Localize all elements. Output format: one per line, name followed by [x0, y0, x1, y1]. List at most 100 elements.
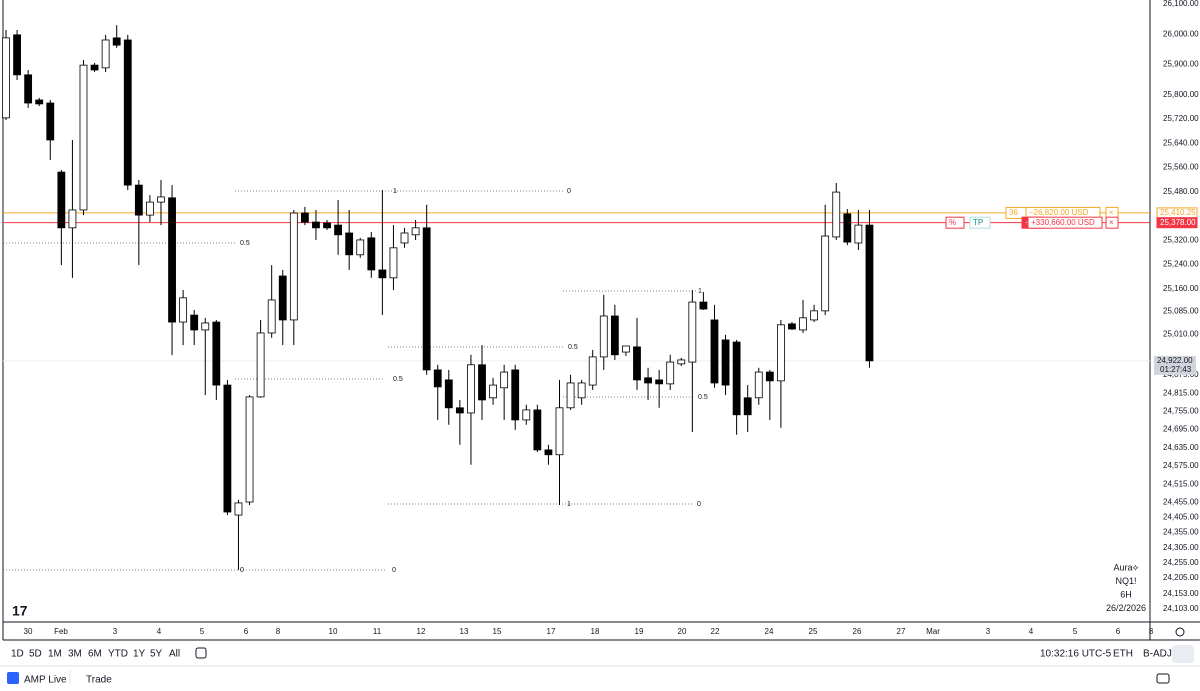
candle-body — [345, 232, 354, 256]
candle-body — [588, 356, 597, 386]
candle-body — [511, 369, 520, 421]
order-tag[interactable]: +330,660.00 USD — [1031, 218, 1095, 227]
candle-body — [688, 301, 697, 363]
candle-body — [500, 371, 509, 389]
x-tick-label: 4 — [1029, 627, 1034, 636]
range-button[interactable]: 6M — [88, 649, 102, 660]
y-tick-label: 24,515.00 — [1163, 479, 1199, 488]
y-tick-label: 24,305.00 — [1163, 543, 1199, 552]
candle-body — [799, 317, 807, 331]
last-price-label: 24,922.00 — [1157, 356, 1193, 365]
candle-body — [777, 324, 785, 382]
candle-body — [46, 102, 55, 141]
order-tag-box[interactable] — [969, 216, 991, 229]
order-tag-box[interactable] — [1027, 216, 1103, 229]
x-tick-label: 27 — [897, 627, 906, 636]
candle-body — [444, 379, 453, 409]
candle-body — [810, 310, 819, 321]
candle-body — [378, 269, 387, 279]
candle-body — [112, 37, 121, 46]
maximize-icon[interactable] — [1156, 673, 1170, 684]
candle-body — [544, 449, 553, 456]
fib-label: 0.5 — [393, 376, 403, 383]
y-tick-label: 26,100.00 — [1163, 0, 1199, 8]
settings-icon[interactable] — [1175, 627, 1185, 637]
range-button[interactable]: 1Y — [133, 649, 146, 660]
order-tag[interactable]: % — [949, 218, 956, 227]
x-tick-label: 26 — [853, 627, 862, 636]
candle-body — [522, 409, 531, 421]
candle-body — [422, 227, 431, 371]
candle-body — [201, 322, 210, 331]
range-button[interactable]: 1D — [11, 649, 24, 660]
candle-body — [212, 321, 221, 386]
logo: 17 — [12, 603, 28, 619]
candle-body — [478, 364, 486, 401]
candle-body — [655, 379, 664, 385]
x-tick-label: 17 — [547, 627, 556, 636]
x-tick-label: 30 — [24, 627, 33, 636]
candle-body — [101, 39, 110, 69]
x-tick-label: 3 — [113, 627, 118, 636]
fib-label: 0 — [567, 188, 571, 195]
y-tick-label: 24,103.00 — [1163, 604, 1199, 613]
order-tag[interactable]: 36 — [1009, 208, 1018, 217]
y-tick-label: 25,320.00 — [1163, 235, 1199, 244]
fib-label: 0.5 — [698, 394, 708, 401]
candle-body — [157, 196, 165, 203]
candle-body — [599, 315, 608, 358]
x-tick-label: 5 — [1073, 627, 1078, 636]
x-tick-label: 22 — [711, 627, 720, 636]
y-tick-label: 25,160.00 — [1163, 284, 1199, 293]
candle-body — [754, 371, 763, 399]
candle-body — [90, 64, 99, 71]
candle-body — [455, 407, 464, 414]
order-tag-box[interactable] — [945, 216, 965, 229]
y-tick-label: 24,575.00 — [1163, 461, 1199, 470]
candle-body — [832, 191, 841, 238]
candle-body — [732, 341, 741, 416]
candle-body — [721, 339, 730, 386]
order-tag[interactable]: −26,820.00 USD — [1029, 208, 1089, 217]
candle-body — [300, 212, 309, 223]
y-tick-label: 25,240.00 — [1163, 260, 1199, 269]
range-button[interactable]: 5D — [29, 649, 42, 660]
broker-name[interactable]: AMP Live — [24, 675, 67, 686]
order-tag[interactable]: × — [1109, 218, 1114, 227]
range-button[interactable]: All — [169, 649, 180, 660]
y-tick-label: 25,720.00 — [1163, 114, 1199, 123]
candle-body — [644, 377, 652, 384]
range-button[interactable]: 3M — [68, 649, 82, 660]
candle-body — [666, 361, 675, 385]
candle-body — [323, 222, 331, 229]
candle-body — [267, 299, 276, 334]
candle-body — [2, 37, 10, 119]
candle-body — [190, 314, 199, 331]
x-tick-label: 12 — [417, 627, 426, 636]
range-button[interactable]: 5Y — [150, 649, 163, 660]
legend-line: 26/2/2026 — [1106, 603, 1146, 613]
order-tag[interactable]: TP — [973, 218, 983, 227]
fib-label: 1 — [698, 288, 702, 295]
y-tick-label: 25,480.00 — [1163, 187, 1199, 196]
range-button[interactable]: 1M — [48, 649, 62, 660]
trade-tab[interactable]: Trade — [86, 675, 112, 686]
candle-body — [234, 502, 243, 516]
x-tick-label: 15 — [493, 627, 502, 636]
order-tag[interactable]: × — [1109, 208, 1114, 217]
x-tick-label: 3 — [986, 627, 991, 636]
y-tick-label: 24,815.00 — [1163, 388, 1199, 397]
candle-body — [555, 407, 564, 456]
x-tick-label: 25 — [809, 627, 818, 636]
x-tick-label: 10 — [329, 627, 338, 636]
range-button[interactable]: YTD — [108, 649, 128, 660]
y-tick-label: 24,205.00 — [1163, 573, 1199, 582]
candle-body — [256, 332, 265, 398]
y-tick-label: 25,900.00 — [1163, 60, 1199, 69]
x-tick-label: 19 — [635, 627, 644, 636]
scale-toggle[interactable] — [1172, 645, 1194, 663]
date-range-icon[interactable] — [195, 647, 207, 659]
adjust[interactable]: B-ADJ — [1143, 649, 1172, 660]
order-tag-box[interactable] — [1105, 216, 1119, 229]
session[interactable]: ETH — [1113, 649, 1133, 660]
